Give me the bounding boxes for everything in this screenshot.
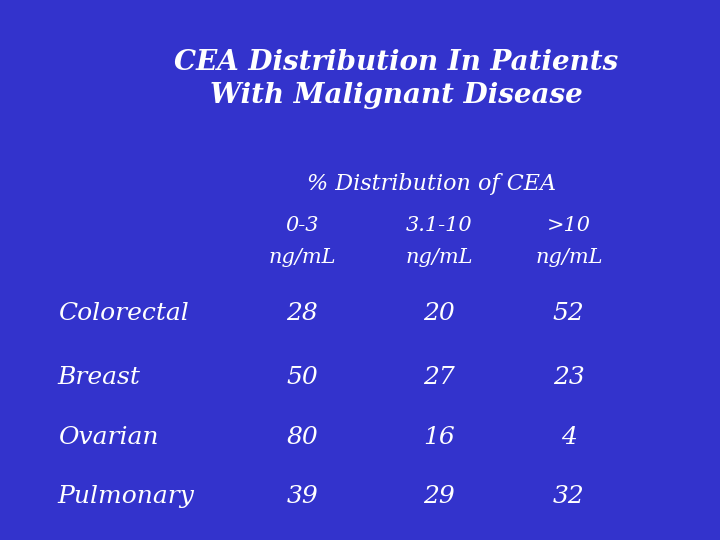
Text: 23: 23 xyxy=(553,367,585,389)
Text: 20: 20 xyxy=(423,302,455,325)
Text: 52: 52 xyxy=(553,302,585,325)
Text: ng/mL: ng/mL xyxy=(535,248,603,267)
Text: 16: 16 xyxy=(423,426,455,449)
Text: 39: 39 xyxy=(287,485,318,508)
Text: % Distribution of CEA: % Distribution of CEA xyxy=(307,173,557,195)
Text: Pulmonary: Pulmonary xyxy=(58,485,194,508)
Text: Colorectal: Colorectal xyxy=(58,302,189,325)
Text: 29: 29 xyxy=(423,485,455,508)
Text: Breast: Breast xyxy=(58,367,140,389)
Text: 0-3: 0-3 xyxy=(286,216,319,235)
Text: 4: 4 xyxy=(561,426,577,449)
Text: ng/mL: ng/mL xyxy=(269,248,336,267)
Text: 32: 32 xyxy=(553,485,585,508)
Text: CEA Distribution In Patients
With Malignant Disease: CEA Distribution In Patients With Malign… xyxy=(174,49,618,109)
Text: 28: 28 xyxy=(287,302,318,325)
Text: >10: >10 xyxy=(546,216,591,235)
Text: Ovarian: Ovarian xyxy=(58,426,158,449)
Text: ng/mL: ng/mL xyxy=(405,248,473,267)
Text: 80: 80 xyxy=(287,426,318,449)
Text: 27: 27 xyxy=(423,367,455,389)
Text: 3.1-10: 3.1-10 xyxy=(406,216,472,235)
Text: 50: 50 xyxy=(287,367,318,389)
